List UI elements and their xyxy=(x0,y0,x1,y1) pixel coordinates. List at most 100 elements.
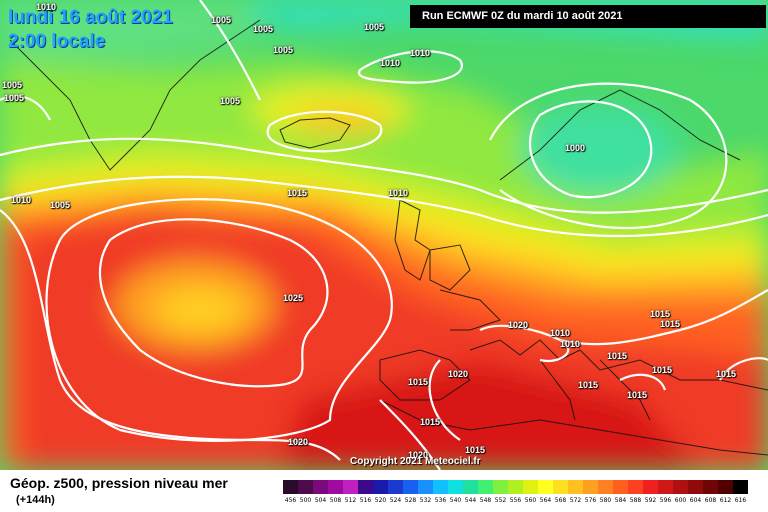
scale-swatch xyxy=(298,480,313,494)
isobar-label: 1015 xyxy=(408,377,429,387)
isobar-label: 1010 xyxy=(388,188,409,198)
isobar-label: 1015 xyxy=(652,365,673,375)
scale-label: 504 xyxy=(314,497,327,504)
isobar-label: 1010 xyxy=(380,58,401,68)
scale-swatch xyxy=(328,480,343,494)
scale-swatch xyxy=(373,480,388,494)
copyright-text: Copyright 2021 Meteociel.fr xyxy=(350,456,481,467)
scale-swatch xyxy=(538,480,553,494)
scale-label: 524 xyxy=(389,497,402,504)
isobar-label: 1005 xyxy=(50,200,71,210)
isobar-label: 1015 xyxy=(607,351,628,361)
isobar-label: 1010 xyxy=(410,48,431,58)
scale-label: 576 xyxy=(584,497,597,504)
isobar-label: 1010 xyxy=(560,339,581,349)
isobar-label: 1000 xyxy=(565,143,586,153)
scale-swatch xyxy=(658,480,673,494)
scale-label: 616 xyxy=(734,497,747,504)
scale-swatch xyxy=(388,480,403,494)
scale-label: 584 xyxy=(614,497,627,504)
scale-swatch xyxy=(493,480,508,494)
forecast-date-title: lundi 16 août 2021 2:00 locale xyxy=(8,6,173,54)
isobar-label: 1025 xyxy=(283,293,304,303)
scale-label: 608 xyxy=(704,497,717,504)
isobar-label: 1005 xyxy=(4,93,25,103)
isobar-label: 1005 xyxy=(273,45,294,55)
scale-swatch xyxy=(688,480,703,494)
scale-label: 532 xyxy=(419,497,432,504)
scale-swatch xyxy=(613,480,628,494)
isobar-lines xyxy=(0,0,768,470)
scale-label: 612 xyxy=(719,497,732,504)
scale-label: 520 xyxy=(374,497,387,504)
scale-swatch xyxy=(523,480,538,494)
legend-title: Géop. z500, pression niveau mer xyxy=(10,475,228,491)
weather-map: lundi 16 août 2021 2:00 locale Run ECMWF… xyxy=(0,0,768,470)
scale-swatch xyxy=(553,480,568,494)
scale-swatch xyxy=(718,480,733,494)
scale-label: 604 xyxy=(689,497,702,504)
scale-label: 516 xyxy=(359,497,372,504)
scale-swatch xyxy=(568,480,583,494)
run-info-box: Run ECMWF 0Z du mardi 10 août 2021 xyxy=(410,5,766,28)
scale-label: 456 xyxy=(284,497,297,504)
scale-swatch xyxy=(283,480,298,494)
scale-swatch xyxy=(583,480,598,494)
isobar-label: 1015 xyxy=(660,319,681,329)
scale-swatch xyxy=(643,480,658,494)
isobar-label: 1020 xyxy=(408,450,429,460)
scale-swatch xyxy=(478,480,493,494)
isobar-label: 1005 xyxy=(220,96,241,106)
scale-label: 536 xyxy=(434,497,447,504)
scale-label: 556 xyxy=(509,497,522,504)
scale-label: 568 xyxy=(554,497,567,504)
scale-label: 580 xyxy=(599,497,612,504)
isobar-label: 1020 xyxy=(508,320,529,330)
legend-subtitle: (+144h) xyxy=(16,494,55,506)
scale-swatch xyxy=(358,480,373,494)
isobar-label: 1010 xyxy=(11,195,32,205)
scale-swatch xyxy=(703,480,718,494)
isobar-label: 1005 xyxy=(253,24,274,34)
scale-swatch xyxy=(403,480,418,494)
isobar-label: 1015 xyxy=(420,417,441,427)
scale-swatch xyxy=(463,480,478,494)
scale-label: 588 xyxy=(629,497,642,504)
scale-label: 500 xyxy=(299,497,312,504)
isobar-label: 1015 xyxy=(716,369,737,379)
scale-label: 564 xyxy=(539,497,552,504)
scale-label: 528 xyxy=(404,497,417,504)
scale-label: 592 xyxy=(644,497,657,504)
scale-label: 560 xyxy=(524,497,537,504)
scale-swatch xyxy=(733,480,748,494)
forecast-date: lundi 16 août 2021 xyxy=(8,7,173,28)
geopotential-field xyxy=(0,0,768,470)
isobar-label: 1005 xyxy=(2,80,23,90)
scale-label: 508 xyxy=(329,497,342,504)
scale-label: 540 xyxy=(449,497,462,504)
scale-swatch xyxy=(433,480,448,494)
scale-swatch xyxy=(598,480,613,494)
scale-swatch xyxy=(673,480,688,494)
scale-label: 544 xyxy=(464,497,477,504)
isobar-label: 1015 xyxy=(465,445,486,455)
isobar-label: 1015 xyxy=(287,188,308,198)
forecast-time: 2:00 locale xyxy=(8,31,106,52)
isobar-label: 1020 xyxy=(448,369,469,379)
scale-label: 600 xyxy=(674,497,687,504)
scale-label: 572 xyxy=(569,497,582,504)
scale-swatch xyxy=(628,480,643,494)
scale-label: 552 xyxy=(494,497,507,504)
isobar-label: 1015 xyxy=(578,380,599,390)
isobar-label: 1010 xyxy=(550,328,571,338)
isobar-label: 1015 xyxy=(627,390,648,400)
isobar-label: 1010 xyxy=(36,2,57,12)
isobar-label: 1015 xyxy=(650,309,671,319)
scale-label: 548 xyxy=(479,497,492,504)
scale-swatch xyxy=(313,480,328,494)
scale-swatch xyxy=(508,480,523,494)
isobar-label: 1005 xyxy=(364,22,385,32)
scale-swatch xyxy=(448,480,463,494)
scale-swatch xyxy=(343,480,358,494)
scale-swatch xyxy=(418,480,433,494)
